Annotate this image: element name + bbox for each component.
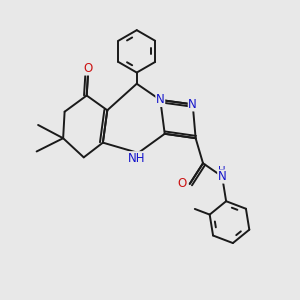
Text: N: N [188,98,197,111]
Text: N: N [156,93,165,106]
Text: O: O [178,177,187,190]
Text: N: N [218,170,226,183]
Text: H: H [218,166,226,176]
Text: NH: NH [128,152,146,165]
Text: O: O [83,62,93,75]
